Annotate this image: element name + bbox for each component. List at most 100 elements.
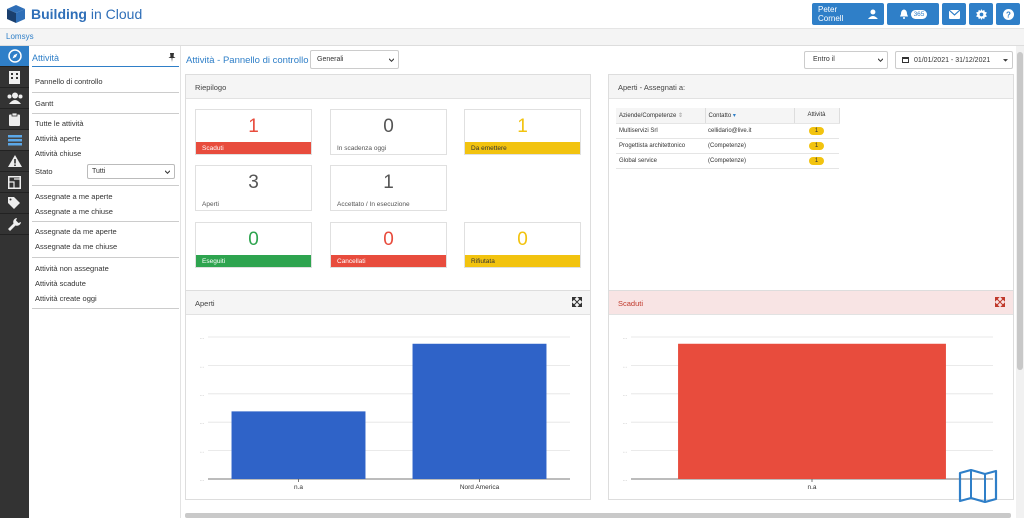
- summary-tile[interactable]: 0 In scadenza oggi: [330, 109, 447, 155]
- summary-tile[interactable]: 0 Cancellati: [330, 222, 447, 268]
- tile-value: 3: [248, 172, 259, 193]
- column-header-attivita[interactable]: Attività: [794, 108, 840, 124]
- divider: [32, 113, 179, 114]
- cell-azienda: Global service: [616, 153, 705, 169]
- map-icon[interactable]: [958, 469, 998, 503]
- entro-value: Entro il: [813, 56, 835, 63]
- nav-tags[interactable]: [0, 193, 29, 214]
- app-logo[interactable]: Building in Cloud: [6, 4, 142, 24]
- nav-blueprint[interactable]: [0, 172, 29, 193]
- sidebar-item-ass-me-aperte[interactable]: Assegnate a me aperte: [35, 192, 113, 201]
- count-pill[interactable]: 1: [808, 126, 825, 135]
- tile-value: 0: [383, 116, 394, 137]
- riepilogo-panel: Riepilogo 1 Scaduti 0 In scadenza oggi 1 Da e…: [185, 74, 591, 326]
- view-select[interactable]: Generali: [310, 50, 399, 69]
- sidebar-item-non-assegnate[interactable]: Attività non assegnate: [35, 264, 109, 273]
- user-button[interactable]: Peter Cornell: [812, 3, 884, 25]
- cell-attivita: 1: [794, 138, 839, 154]
- expand-icon[interactable]: [995, 297, 1005, 307]
- app-name: Building in Cloud: [31, 6, 143, 22]
- chevron-down-icon: [389, 57, 394, 62]
- messages-button[interactable]: [942, 3, 966, 25]
- tick-label: ...: [623, 449, 627, 455]
- nav-tools[interactable]: [0, 214, 29, 235]
- chart-title: Scaduti: [609, 291, 1013, 315]
- entro-select[interactable]: Entro il: [804, 51, 888, 69]
- x-tick-label: Nord America: [460, 484, 500, 491]
- nav-users[interactable]: [0, 88, 29, 109]
- list-icon: [7, 134, 22, 145]
- help-button[interactable]: ?: [996, 3, 1020, 25]
- count-pill[interactable]: 1: [808, 141, 825, 150]
- summary-tile[interactable]: 0 Rifiutata: [464, 222, 581, 268]
- tick-label: ...: [200, 420, 204, 426]
- notifications-count: 365: [910, 9, 928, 19]
- table-row[interactable]: Progettista architettonico (Competenze) 1: [616, 138, 839, 154]
- nav-clipboard[interactable]: [0, 109, 29, 130]
- date-range-picker[interactable]: 01/01/2021 - 31/12/2021: [895, 51, 1013, 69]
- nav-tasks[interactable]: [0, 130, 29, 151]
- summary-tile[interactable]: 1 Accettato / In esecuzione: [330, 165, 447, 211]
- divider: [32, 308, 179, 309]
- page-title: Attività - Pannello di controllo: [186, 55, 309, 66]
- sidebar-item-ass-da-chiuse[interactable]: Assegnate da me chiuse: [35, 242, 118, 251]
- cell-attivita: 1: [794, 123, 839, 139]
- nav-compass[interactable]: [0, 46, 29, 67]
- summary-tile[interactable]: 3 Aperti: [195, 165, 312, 211]
- sort-desc-icon: ▾: [732, 112, 736, 119]
- divider: [32, 185, 179, 186]
- pin-icon[interactable]: [168, 53, 176, 62]
- summary-tile[interactable]: 0 Eseguiti: [195, 222, 312, 268]
- tile-label: In scadenza oggi: [337, 145, 387, 152]
- sidebar-item-scadute[interactable]: Attività scadute: [35, 279, 86, 288]
- sidebar-item-ass-da-aperte[interactable]: Assegnate da me aperte: [35, 227, 117, 236]
- bell-icon: [899, 9, 908, 19]
- expand-icon[interactable]: [572, 297, 582, 307]
- chevron-down-icon: [878, 58, 883, 62]
- divider: [32, 221, 179, 222]
- divider: [32, 257, 179, 258]
- icon-nav: [0, 46, 29, 518]
- table-row[interactable]: Global service (Competenze) 1: [616, 153, 839, 169]
- sort-icon: ⇕: [678, 112, 684, 119]
- summary-tile[interactable]: 1 Scaduti: [195, 109, 312, 155]
- date-range-value: 01/01/2021 - 31/12/2021: [913, 57, 991, 64]
- tick-label: ...: [623, 477, 627, 483]
- summary-tile[interactable]: 1 Da emettere: [464, 109, 581, 155]
- stato-select[interactable]: Tutti: [87, 164, 175, 179]
- table-row[interactable]: Multiservizi Srl cellidario@live.it 1: [616, 123, 839, 139]
- tick-label: ...: [623, 392, 627, 398]
- settings-button[interactable]: [969, 3, 993, 25]
- wrench-icon: [8, 217, 21, 231]
- scaduti-bar-chart: .................. n.a: [623, 335, 993, 491]
- tick-label: ...: [623, 363, 627, 369]
- tile-label: Accettato / In esecuzione: [337, 201, 410, 208]
- column-header-contatto[interactable]: Contatto ▾: [705, 108, 795, 124]
- column-header-aziende[interactable]: Aziende/Competenze ⇕: [616, 108, 706, 124]
- sidebar-item-tutte[interactable]: Tutte le attività: [35, 119, 84, 128]
- user-icon: [868, 9, 878, 19]
- nav-warning[interactable]: [0, 151, 29, 172]
- cell-contatto: cellidario@live.it: [705, 123, 794, 139]
- tick-label: ...: [200, 477, 204, 483]
- caret-down-icon: [1003, 59, 1008, 62]
- scrollbar-thumb[interactable]: [1017, 52, 1023, 370]
- horizontal-scrollbar[interactable]: [185, 513, 1011, 518]
- company-name[interactable]: Lomsys: [6, 32, 34, 41]
- scaduti-chart-panel: Scaduti .................. n.a: [608, 290, 1014, 500]
- sidebar-item-create-oggi[interactable]: Attività create oggi: [35, 294, 97, 303]
- sidebar-item-chiuse[interactable]: Attività chiuse: [35, 149, 82, 158]
- nav-building[interactable]: [0, 67, 29, 88]
- sidebar-item-aperte[interactable]: Attività aperte: [35, 134, 81, 143]
- user-name: Peter Cornell: [818, 5, 844, 23]
- count-pill[interactable]: 1: [808, 156, 825, 165]
- tile-label: Da emettere: [465, 142, 580, 154]
- sidebar-item-ass-me-chiuse[interactable]: Assegnate a me chiuse: [35, 207, 113, 216]
- notifications-button[interactable]: 365: [887, 3, 939, 25]
- sidebar-item-gantt[interactable]: Gantt: [35, 99, 54, 108]
- sidebar-item-pannello[interactable]: Pannello di controllo: [35, 77, 103, 86]
- tasks-sidebar: Attività Pannello di controllo Gantt Tut…: [29, 46, 181, 518]
- tile-value: 1: [517, 116, 528, 137]
- bar: [678, 343, 946, 479]
- vertical-scrollbar[interactable]: [1016, 46, 1024, 518]
